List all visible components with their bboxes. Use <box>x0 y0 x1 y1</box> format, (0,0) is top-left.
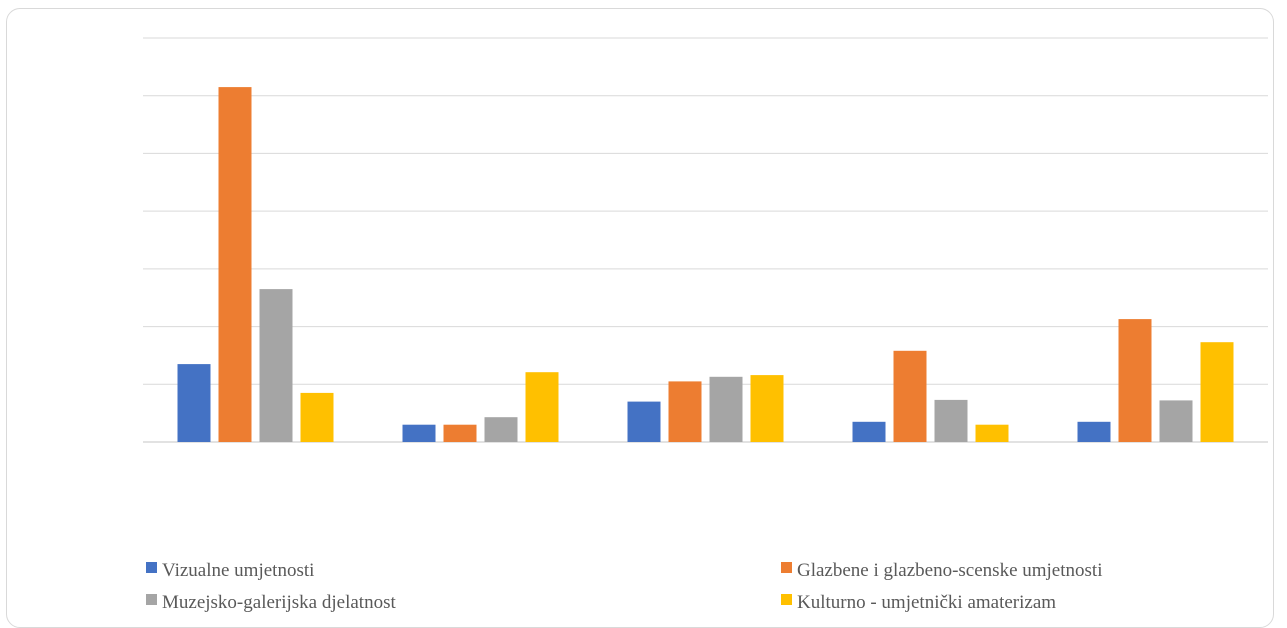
legend-item-2[interactable]: Muzejsko-galerijska djelatnost <box>146 592 396 613</box>
legend-item-1[interactable]: Glazbene i glazbeno-scenske umjetnosti <box>781 560 1102 581</box>
bar-series-2-category-2[interactable] <box>709 376 743 442</box>
bar-series-2-category-0[interactable] <box>259 289 293 442</box>
bar-series-0-category-1[interactable] <box>402 424 436 442</box>
bar-series-0-category-4[interactable] <box>1077 421 1111 442</box>
bar-series-0-category-2[interactable] <box>627 401 661 442</box>
bar-series-0-category-0[interactable] <box>177 364 211 442</box>
legend-item-0[interactable]: Vizualne umjetnosti <box>146 560 314 581</box>
legend-label: Muzejsko-galerijska djelatnost <box>162 592 396 613</box>
legend-swatch <box>146 594 157 605</box>
bar-series-2-category-1[interactable] <box>484 417 518 442</box>
legend-label: Vizualne umjetnosti <box>162 560 314 581</box>
legend-swatch <box>781 594 792 605</box>
legend-label: Kulturno - umjetnički amaterizam <box>797 592 1056 613</box>
bar-series-3-category-0[interactable] <box>300 392 334 442</box>
legend-swatch <box>146 562 157 573</box>
legend-label: Glazbene i glazbeno-scenske umjetnosti <box>797 560 1102 581</box>
bar-series-0-category-3[interactable] <box>852 421 886 442</box>
bar-series-2-category-3[interactable] <box>934 399 968 442</box>
legend-swatch <box>781 562 792 573</box>
bar-series-3-category-3[interactable] <box>975 424 1009 442</box>
bar-series-1-category-4[interactable] <box>1118 319 1152 442</box>
bar-series-3-category-4[interactable] <box>1200 342 1234 442</box>
bar-series-1-category-2[interactable] <box>668 381 702 442</box>
bars <box>177 87 1234 442</box>
bar-series-1-category-1[interactable] <box>443 424 477 442</box>
bar-series-3-category-2[interactable] <box>750 375 784 442</box>
bar-series-1-category-3[interactable] <box>893 350 927 442</box>
bar-series-3-category-1[interactable] <box>525 372 559 442</box>
legend-item-3[interactable]: Kulturno - umjetnički amaterizam <box>781 592 1056 613</box>
legend: Vizualne umjetnosti Glazbene i glazbeno-… <box>146 560 1102 613</box>
gridlines <box>143 37 1268 443</box>
bar-series-1-category-0[interactable] <box>218 87 252 442</box>
chart-frame <box>6 8 1274 628</box>
bar-series-2-category-4[interactable] <box>1159 400 1193 442</box>
